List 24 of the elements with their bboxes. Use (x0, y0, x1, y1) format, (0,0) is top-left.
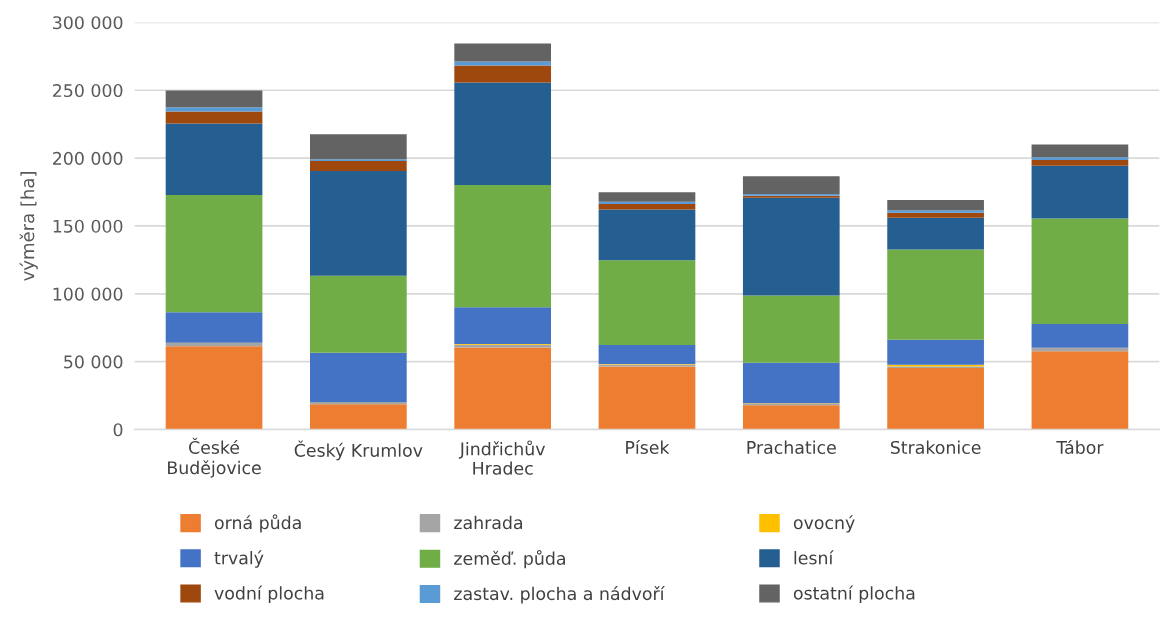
y-tick-label: 250 000 (53, 83, 123, 98)
legend-label: zeměď. půda (454, 549, 565, 569)
legend-label: zastav. plocha a nádvoří (454, 586, 665, 604)
x-tick-label: České Budějovice (168, 437, 261, 478)
legend-label: zahrada (454, 515, 523, 530)
y-axis-title: výměra [ha] (19, 172, 38, 281)
y-tick-label: 200 000 (53, 151, 123, 165)
y-tick-label: 150 000 (53, 219, 123, 233)
y-tick-label: 50 000 (64, 355, 123, 369)
x-tick-label: Jindřichův Hradec (458, 440, 546, 475)
legend-label: ovocný (793, 515, 855, 533)
legend-label: vodní plocha (214, 585, 324, 604)
x-tick-label: Písek (626, 439, 670, 455)
x-tick-label: Tábor (1056, 439, 1104, 455)
x-tick-label: Strakonice (890, 440, 981, 455)
y-tick-label: 100 000 (53, 287, 123, 301)
legend-label: ostatní plocha (793, 585, 915, 604)
y-tick-label: 300 000 (53, 16, 123, 30)
legend-label: trvalý (214, 550, 264, 568)
y-tick-label: 0 (113, 423, 123, 437)
x-tick-label: Prachatice (747, 440, 836, 455)
legend-label: orná půda (214, 514, 301, 533)
x-tick-label: Český Krumlov (294, 440, 423, 461)
legend-label: lesní (794, 550, 834, 565)
